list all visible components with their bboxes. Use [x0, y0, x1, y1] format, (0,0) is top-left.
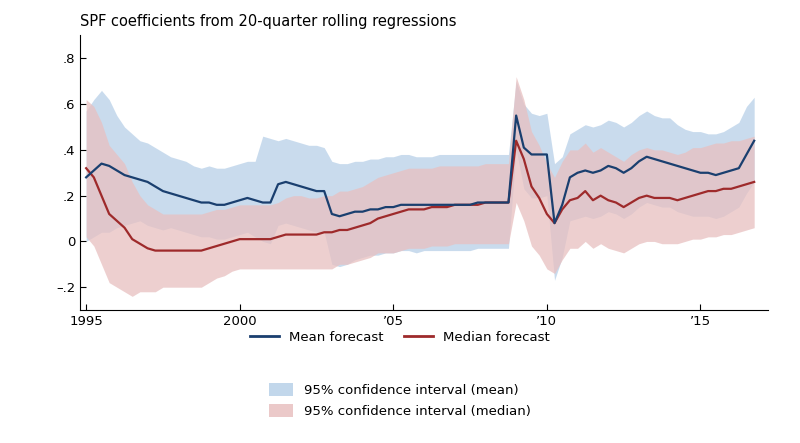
Legend: 95% confidence interval (mean), 95% confidence interval (median): 95% confidence interval (mean), 95% conf…	[264, 377, 536, 423]
Text: SPF coefficients from 20-quarter rolling regressions: SPF coefficients from 20-quarter rolling…	[80, 14, 457, 29]
